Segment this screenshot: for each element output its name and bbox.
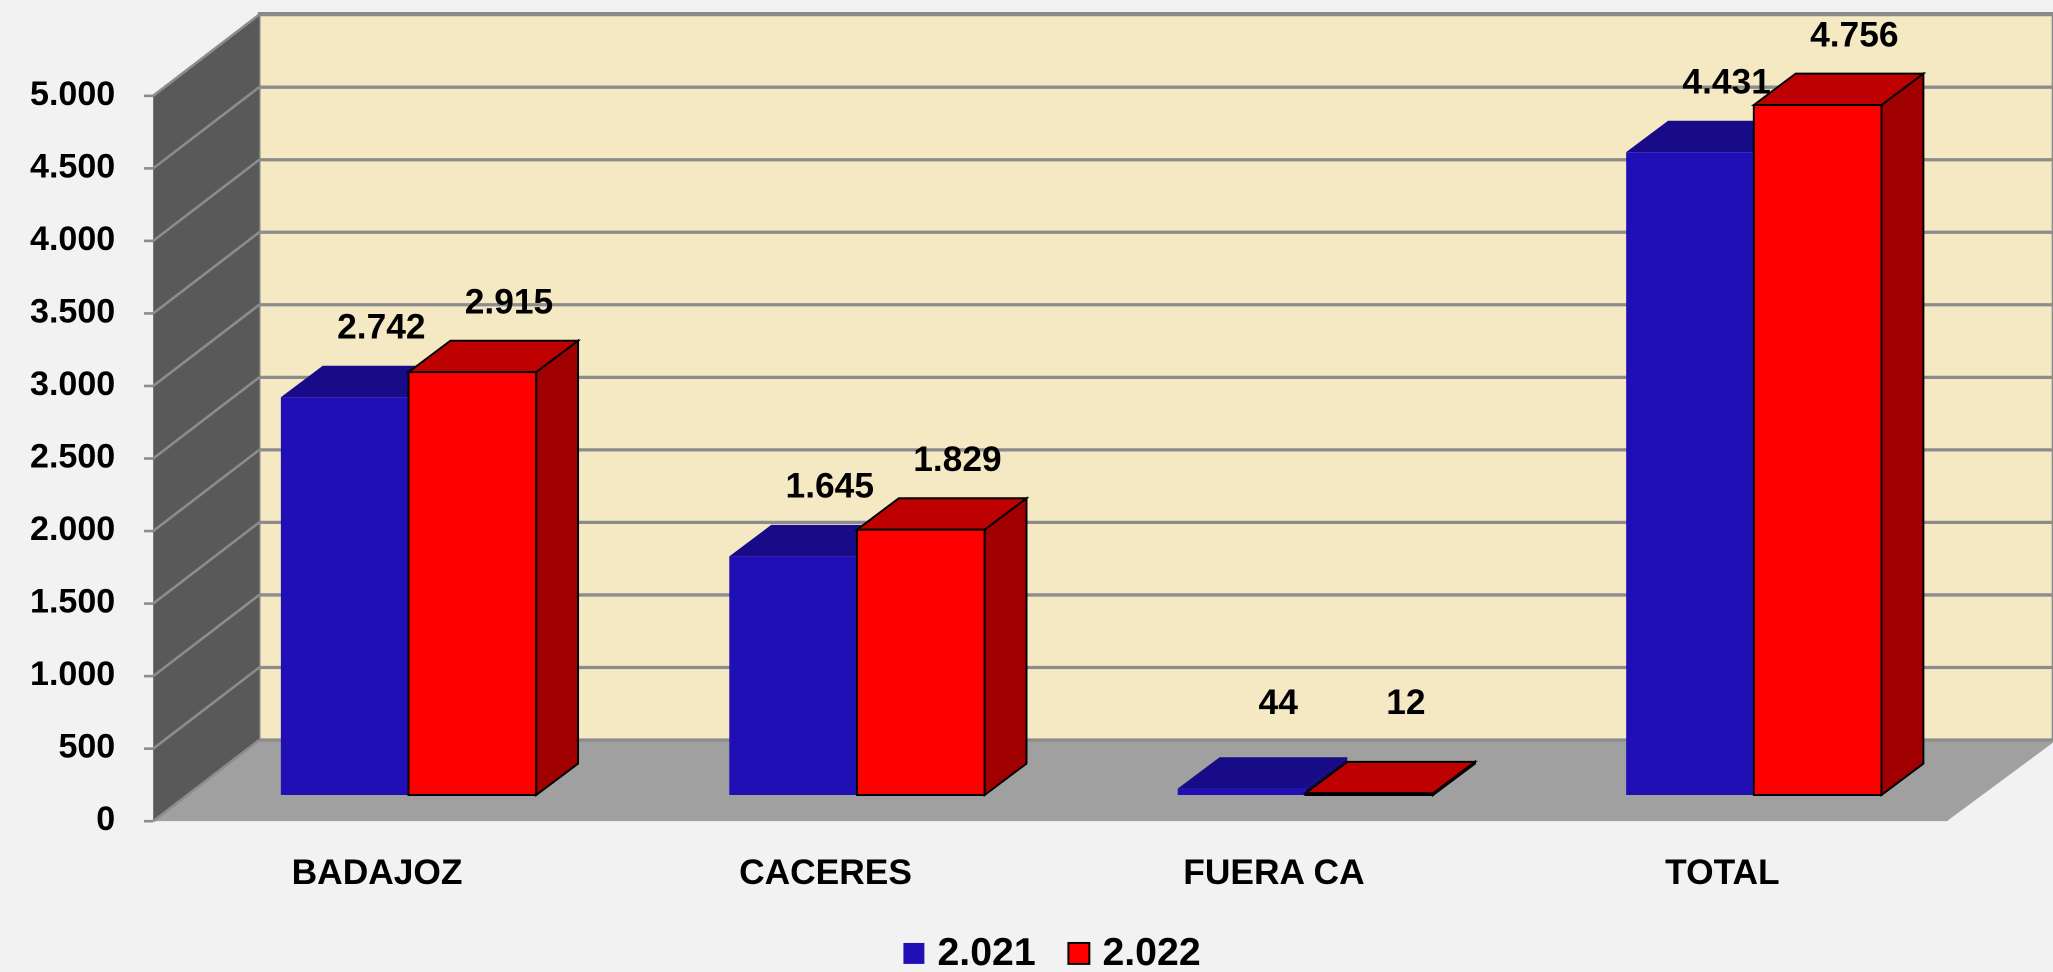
bar xyxy=(407,371,538,796)
legend-label: 2.022 xyxy=(1102,930,1200,972)
grid-line xyxy=(152,738,261,823)
y-tick-label: 0 xyxy=(96,800,115,838)
value-label: 12 xyxy=(1386,683,1425,722)
bar xyxy=(729,556,857,795)
y-tick-label: 5.000 xyxy=(30,75,115,113)
bar-top xyxy=(1177,757,1348,789)
y-tick-label: 3.000 xyxy=(30,365,115,403)
grid-line xyxy=(152,666,261,750)
value-label: 44 xyxy=(1259,683,1299,722)
bar-side xyxy=(535,338,580,797)
legend-label: 2.021 xyxy=(937,930,1035,972)
x-tick-label: FUERA CA xyxy=(1183,853,1364,892)
y-tick-label: 1.500 xyxy=(30,583,115,621)
grid-line xyxy=(152,448,261,533)
bar xyxy=(1304,792,1435,796)
y-tick-label: 1.000 xyxy=(30,655,115,693)
grid-line xyxy=(152,376,261,460)
grid-line xyxy=(152,86,261,170)
value-label: 2.742 xyxy=(337,307,425,346)
bar xyxy=(280,397,409,795)
y-tick-label: 4.500 xyxy=(30,147,115,185)
legend-swatch xyxy=(903,942,925,964)
grid-line xyxy=(152,521,261,605)
bar xyxy=(1626,152,1754,795)
grid-line xyxy=(152,13,261,97)
grid-line xyxy=(152,593,261,678)
value-label: 1.829 xyxy=(913,440,1001,479)
bar xyxy=(855,528,986,796)
y-tick-label: 3.500 xyxy=(30,292,115,330)
y-tick-label: 500 xyxy=(58,728,115,766)
y-tick-label: 2.500 xyxy=(30,437,115,475)
value-label: 4.431 xyxy=(1682,62,1770,101)
grid-line xyxy=(152,231,261,315)
bar-side xyxy=(983,496,1028,797)
value-label: 4.756 xyxy=(1810,15,1898,54)
x-tick-label: CACERES xyxy=(739,853,912,892)
bar xyxy=(1177,788,1306,795)
value-label: 2.915 xyxy=(465,282,553,321)
bar-side xyxy=(1880,71,1925,797)
legend-swatch xyxy=(1067,941,1091,965)
floor xyxy=(153,740,2053,822)
grid-line xyxy=(152,158,261,242)
grid-line xyxy=(152,303,261,388)
y-tick-label: 4.000 xyxy=(30,220,115,258)
x-tick-label: TOTAL xyxy=(1665,853,1780,892)
value-label: 1.645 xyxy=(786,467,874,506)
bar xyxy=(1752,104,1883,796)
y-tick-label: 2.000 xyxy=(30,510,115,548)
plot: 0 500 1.000 1.500 2.000 2.500 3.000 3.500 4.000 4… xyxy=(30,13,2053,972)
x-tick-label: BADAJOZ xyxy=(292,853,463,892)
